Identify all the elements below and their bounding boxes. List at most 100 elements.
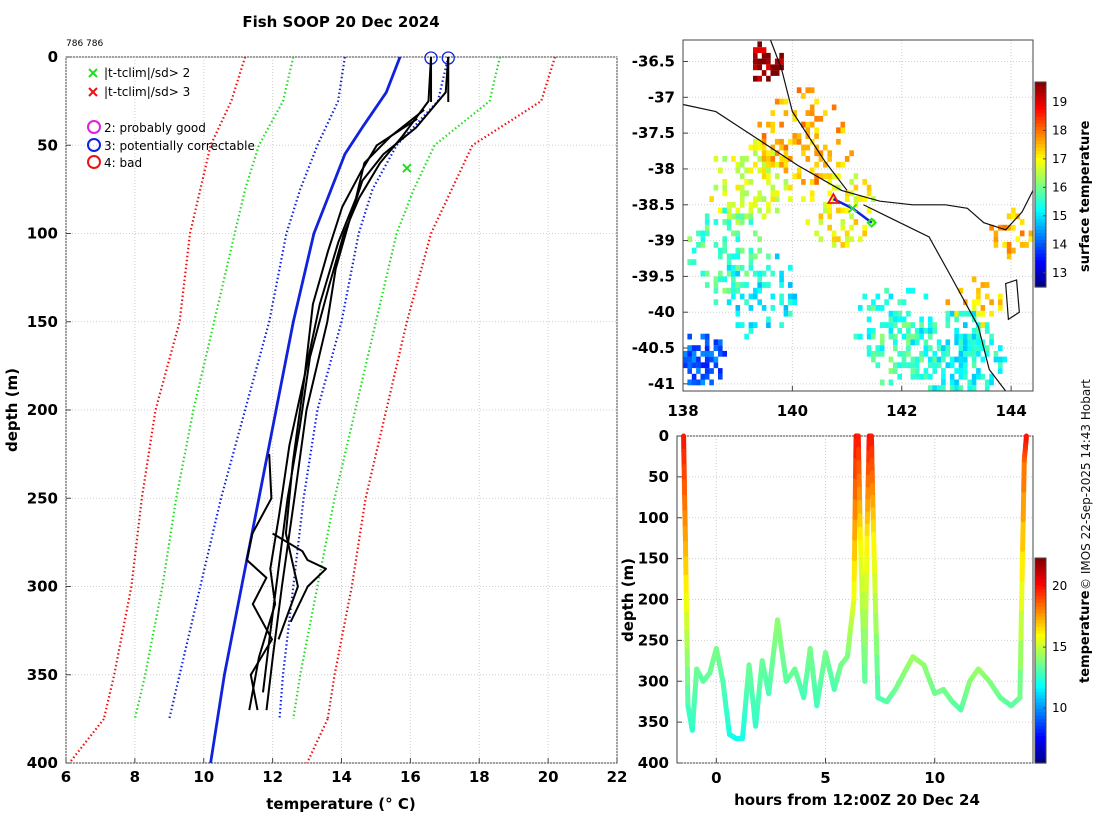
sst-cell <box>971 310 977 317</box>
sst-cell <box>739 161 745 168</box>
sst-cell <box>709 379 714 386</box>
sst-cell <box>932 322 937 328</box>
sst-cell <box>757 270 762 277</box>
sst-cell <box>744 179 749 185</box>
sst-cell <box>770 150 776 157</box>
sst-cell <box>945 362 951 369</box>
sst-cell <box>831 184 837 191</box>
sst-cell <box>866 305 872 311</box>
sst-cell <box>722 184 727 191</box>
sst-cell <box>739 173 745 179</box>
sst-cell <box>774 207 780 214</box>
sst-cell <box>836 138 841 145</box>
sst-cell <box>761 167 767 174</box>
sst-cell <box>858 236 863 243</box>
sst-cell <box>823 173 828 179</box>
sst-cell <box>949 385 955 392</box>
sst-cell <box>849 213 854 220</box>
colorbar-band <box>1035 157 1046 162</box>
sst-cell <box>910 356 916 363</box>
sst-cell <box>897 316 902 323</box>
sst-cell <box>963 345 968 351</box>
sst-cell <box>998 345 1003 351</box>
sst-cell <box>779 64 784 71</box>
sst-cell <box>774 190 780 197</box>
sst-cell <box>739 201 745 208</box>
colorbar-band <box>1035 283 1046 288</box>
track-segment <box>859 591 866 615</box>
sst-cell <box>853 196 859 202</box>
colorbar-band <box>1035 184 1046 189</box>
sst-cell <box>954 310 959 317</box>
colorbar-band <box>1035 704 1046 709</box>
sst-cell <box>744 270 749 277</box>
sst-cell <box>919 322 924 328</box>
sst-cell <box>788 184 793 191</box>
sst-cell <box>976 293 981 300</box>
sst-cell <box>897 310 902 317</box>
sst-cell <box>818 115 824 122</box>
sst-cell <box>818 156 824 162</box>
sst-cell <box>744 190 749 197</box>
sst-colorbar: 13 14 15 16 17 18 19 <box>1034 81 1067 288</box>
sst-cell <box>840 219 846 225</box>
colorbar-band <box>1035 698 1046 703</box>
colorbar-band <box>1035 732 1046 737</box>
sst-cell <box>770 305 776 311</box>
sst-cell <box>770 184 776 191</box>
sst-cell <box>949 356 955 363</box>
sst-cell <box>739 264 745 271</box>
sst-cell <box>735 322 741 328</box>
sst-cell <box>744 282 749 288</box>
sst-cell <box>976 333 981 340</box>
sst-cell <box>726 219 732 225</box>
sst-cell <box>844 156 850 162</box>
sst-cell <box>687 236 692 243</box>
sst-cell <box>1006 242 1012 248</box>
sst-cell <box>866 333 872 340</box>
sst-cell <box>748 213 754 220</box>
sst-cell <box>976 322 981 328</box>
sst-cell <box>766 316 771 323</box>
sst-cell <box>770 127 776 134</box>
sst-cell <box>836 161 841 168</box>
sst-cell <box>744 167 749 174</box>
sst-cell <box>998 368 1003 374</box>
sst-cell <box>849 179 854 185</box>
profile-line <box>245 454 273 711</box>
colorbar-band <box>1035 95 1046 100</box>
colorbar-band <box>1035 558 1046 563</box>
colorbar-band <box>1035 143 1046 148</box>
sst-cell <box>967 379 972 386</box>
sst-cell <box>866 345 872 351</box>
y-tick-label: 50 <box>37 136 58 154</box>
sst-cell <box>958 350 964 357</box>
sst-cell <box>766 121 771 128</box>
sst-cell <box>753 58 758 65</box>
sst-cell <box>704 224 710 231</box>
sst-cell <box>936 385 942 392</box>
colorbar-band <box>1035 105 1046 110</box>
sst-cell <box>696 242 701 248</box>
sst-cell <box>884 322 889 328</box>
sst-cell <box>945 322 951 328</box>
colorbar-band <box>1035 571 1046 576</box>
sst-cell <box>932 328 937 334</box>
sst-cell <box>888 368 894 374</box>
map-y-tick-label: -39.5 <box>632 267 675 285</box>
colorbar-band <box>1035 667 1046 672</box>
legend-circle-red-icon <box>87 155 101 169</box>
colorbar-band <box>1035 177 1046 182</box>
sst-cell <box>963 356 968 363</box>
chart-title: Fish SOOP 20 Dec 2024 <box>242 13 439 31</box>
sst-cell <box>910 287 916 294</box>
sst-cell <box>871 328 876 334</box>
sst-colorbar-tick-label: 19 <box>1052 95 1067 109</box>
sst-cell <box>766 150 771 157</box>
sst-cell <box>731 270 736 277</box>
sst-cell <box>722 207 727 214</box>
sst-cell <box>761 150 767 157</box>
sst-cell <box>683 356 688 363</box>
sst-cell <box>722 179 727 185</box>
sst-cell <box>700 373 706 380</box>
